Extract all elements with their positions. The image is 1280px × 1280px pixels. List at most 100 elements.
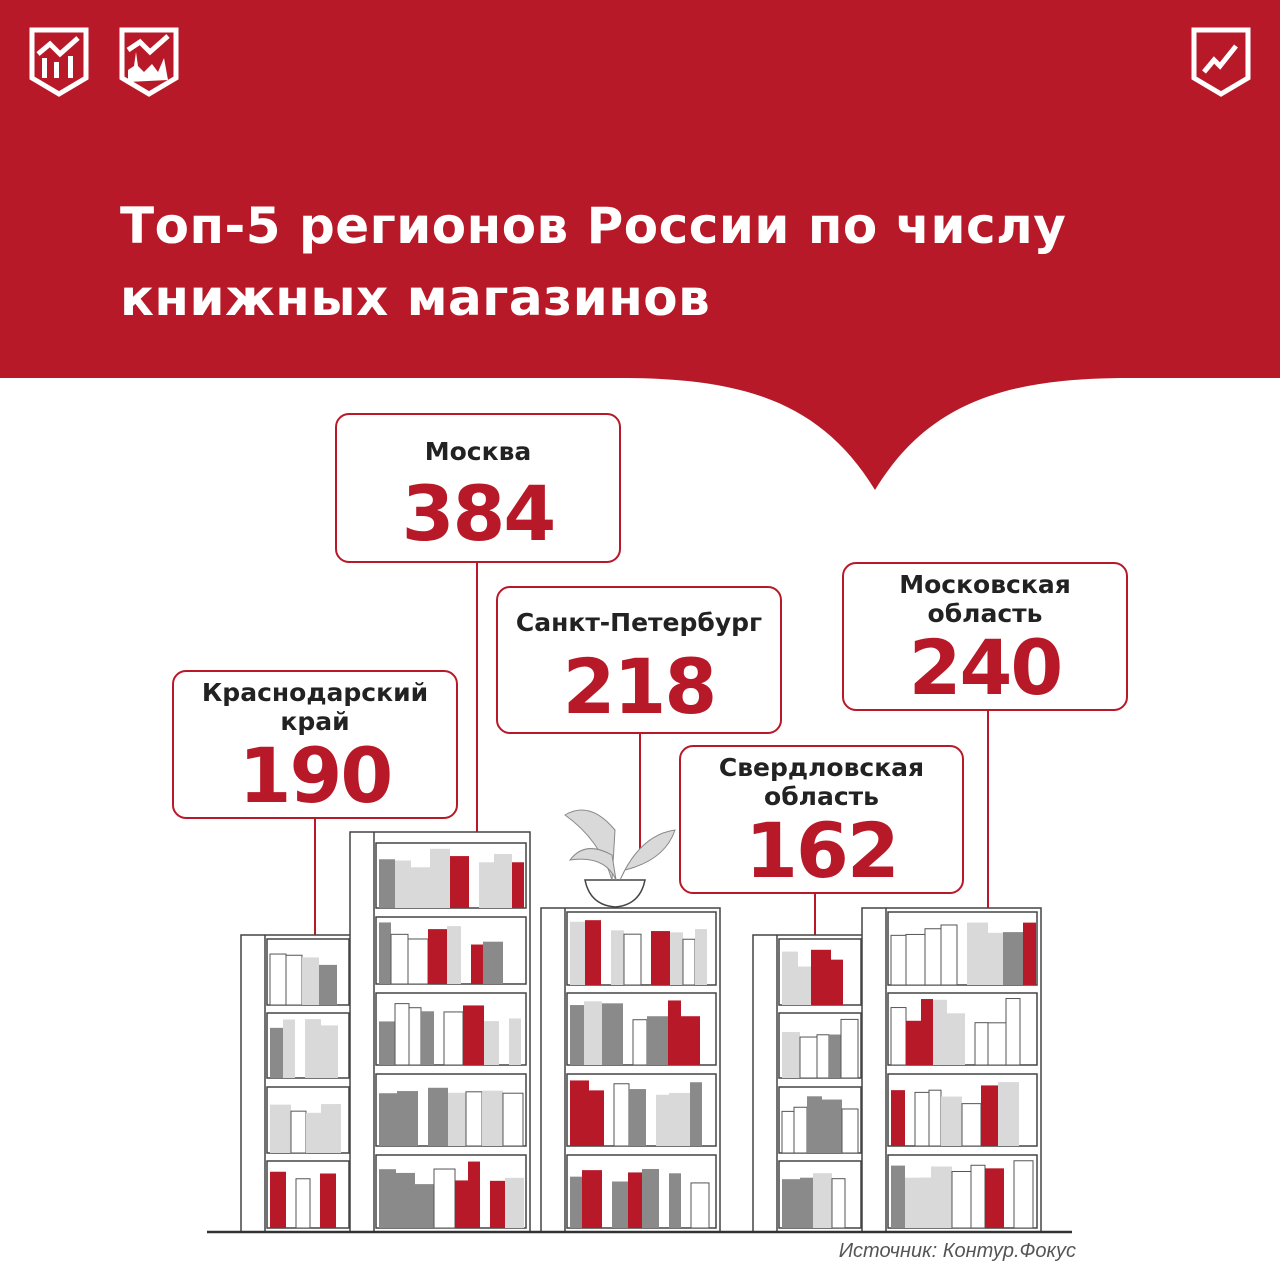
book: [987, 1022, 1007, 1066]
book: [985, 1168, 1004, 1228]
book: [682, 938, 696, 986]
book: [829, 1034, 841, 1078]
plant-pot: [584, 879, 646, 908]
book: [629, 1089, 646, 1146]
book: [570, 1080, 589, 1146]
book: [390, 933, 409, 985]
card-value: 162: [745, 806, 900, 895]
card-spb: Санкт-Петербург 218: [496, 586, 782, 734]
book: [998, 1082, 1019, 1146]
book: [669, 1092, 690, 1146]
page-title: Топ-5 регионов России по числу книжных м…: [120, 190, 1066, 334]
book: [589, 1090, 604, 1146]
book: [484, 1021, 499, 1065]
book: [970, 1164, 986, 1229]
book: [397, 1091, 418, 1146]
book: [1005, 998, 1021, 1066]
book: [321, 1104, 341, 1153]
book: [395, 860, 411, 908]
book: [782, 1032, 800, 1078]
book: [816, 1034, 830, 1079]
book: [415, 1184, 434, 1228]
plant-leaf: [619, 829, 676, 881]
book: [320, 1173, 336, 1228]
book: [433, 1168, 456, 1229]
card-name: Санкт-Петербург: [515, 608, 763, 637]
source-note: Источник: Контур.Фокус: [838, 1240, 1076, 1262]
book: [967, 922, 988, 985]
book: [270, 1171, 286, 1228]
book: [465, 1091, 483, 1147]
book: [840, 1018, 859, 1079]
book: [914, 1091, 930, 1147]
book: [570, 1005, 584, 1065]
book: [811, 949, 831, 1005]
book: [428, 929, 447, 984]
book: [1003, 932, 1023, 985]
book: [270, 1027, 283, 1078]
book: [921, 999, 933, 1065]
book: [906, 1020, 921, 1065]
book: [396, 1172, 415, 1228]
book: [891, 1090, 905, 1146]
book: [295, 1178, 311, 1229]
book: [509, 1018, 521, 1065]
book: [988, 932, 1003, 985]
book: [490, 1180, 505, 1228]
book: [482, 1090, 503, 1146]
book: [831, 1178, 846, 1229]
book: [319, 964, 337, 1005]
book: [283, 1019, 295, 1078]
book: [947, 1013, 965, 1065]
book: [430, 848, 450, 908]
book: [919, 1177, 931, 1228]
book: [656, 1094, 669, 1146]
book: [799, 1036, 818, 1079]
book: [905, 933, 926, 986]
book: [891, 1165, 905, 1228]
book: [695, 929, 707, 985]
book: [302, 957, 319, 1005]
book: [1023, 922, 1036, 985]
book: [448, 1092, 466, 1146]
book: [670, 932, 683, 985]
book: [981, 1085, 998, 1146]
book: [841, 1108, 859, 1154]
book: [822, 1099, 842, 1153]
title-line-1: Топ-5 регионов России по числу: [120, 197, 1067, 255]
book: [793, 1106, 808, 1154]
book: [681, 1016, 700, 1065]
card-name: Свердловская область: [718, 753, 925, 811]
card-krasnodar: Краснодарский край 190: [172, 670, 458, 819]
plant-leaf: [564, 809, 616, 881]
book: [800, 1177, 813, 1228]
book: [602, 1003, 623, 1065]
card-name: Московская область: [899, 570, 1071, 628]
book: [582, 1170, 602, 1228]
book: [782, 951, 798, 1005]
book: [647, 1016, 668, 1065]
book: [669, 1173, 681, 1228]
book: [623, 933, 642, 986]
card-sverdlovsk: Свердловская область 162: [679, 745, 964, 894]
book: [455, 1180, 468, 1228]
book: [931, 1166, 952, 1228]
book: [269, 953, 287, 1006]
book: [905, 1177, 919, 1228]
book: [632, 1019, 648, 1066]
book: [813, 1173, 832, 1228]
book: [443, 1011, 464, 1066]
book: [450, 856, 469, 908]
book: [924, 928, 942, 986]
book: [928, 1089, 942, 1147]
book: [379, 1093, 397, 1146]
book: [394, 1003, 410, 1066]
book: [941, 1096, 962, 1146]
book: [933, 999, 947, 1065]
book: [306, 1112, 321, 1153]
card-value: 384: [401, 469, 557, 558]
book: [408, 1007, 422, 1066]
card-name: Краснодарский край: [201, 678, 429, 736]
book: [951, 1171, 972, 1229]
title-line-2: книжных магазинов: [120, 269, 711, 327]
